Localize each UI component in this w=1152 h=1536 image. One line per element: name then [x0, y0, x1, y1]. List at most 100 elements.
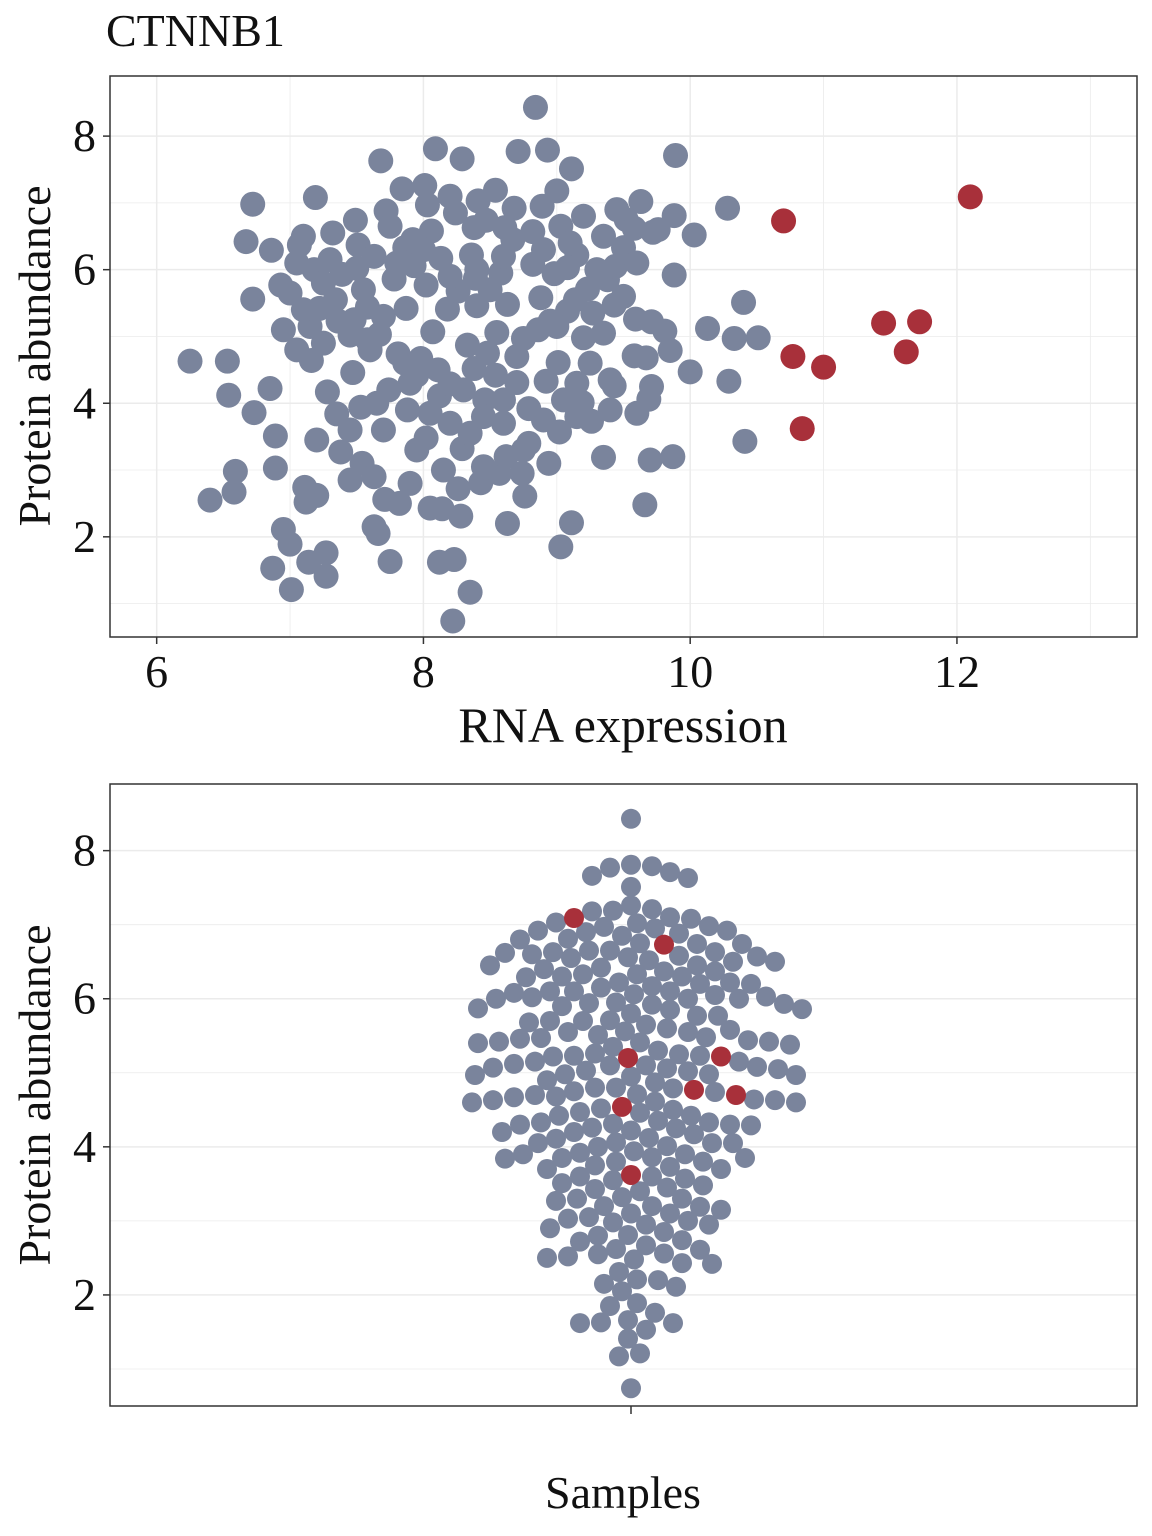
data-point [544, 313, 570, 339]
data-point [786, 1092, 806, 1113]
data-point [570, 203, 596, 229]
data-point [474, 340, 500, 366]
data-point [377, 213, 403, 239]
data-point [543, 1046, 563, 1067]
highlight-point [621, 1164, 641, 1185]
x-axis-label: RNA expression [458, 697, 787, 753]
data-point [652, 318, 678, 344]
data-point [454, 332, 480, 358]
data-point [394, 397, 420, 423]
data-point [621, 215, 647, 241]
data-point [414, 192, 440, 218]
data-point [504, 982, 524, 1003]
data-point [552, 1173, 572, 1194]
data-point [774, 993, 794, 1014]
data-point [759, 1031, 779, 1052]
data-point [510, 1114, 530, 1135]
data-point [328, 439, 354, 465]
data-point [585, 1043, 605, 1064]
data-point [681, 908, 701, 929]
data-point [731, 289, 757, 315]
data-point [690, 973, 710, 994]
data-point [570, 1142, 590, 1163]
y-tick-label: 2 [73, 511, 96, 562]
data-point [579, 993, 599, 1014]
data-point [588, 1225, 608, 1246]
data-point [545, 350, 571, 376]
data-point [177, 348, 203, 374]
data-point [699, 916, 719, 937]
data-point [585, 1179, 605, 1200]
data-point [580, 300, 606, 326]
data-point [741, 973, 761, 994]
data-point [420, 319, 446, 345]
data-point [537, 1247, 557, 1268]
data-point [600, 940, 620, 961]
data-point [562, 287, 588, 313]
data-point [678, 1061, 698, 1082]
highlight-point [811, 354, 837, 380]
data-point [611, 283, 636, 309]
bottom-x-axis-label: Samples [545, 1467, 701, 1518]
data-point [579, 940, 599, 961]
data-point [484, 319, 510, 345]
data-point [690, 1196, 710, 1217]
data-point [290, 297, 316, 323]
data-point [465, 188, 491, 214]
data-point [397, 470, 423, 496]
data-point [648, 1270, 668, 1291]
data-point [618, 1224, 638, 1245]
data-point [588, 1136, 608, 1157]
highlight-point [871, 310, 897, 336]
data-point [636, 1319, 656, 1340]
data-point [715, 195, 741, 221]
data-point [600, 1055, 620, 1076]
data-point [705, 1082, 725, 1103]
data-point [642, 1166, 662, 1187]
data-point [663, 142, 689, 168]
data-point [717, 920, 737, 941]
data-point [370, 303, 396, 329]
data-point [681, 222, 707, 248]
data-point [445, 476, 471, 502]
data-point [636, 1235, 656, 1256]
data-point [672, 966, 692, 987]
data-point [642, 1147, 662, 1168]
data-point [483, 1090, 503, 1111]
data-point [564, 1081, 584, 1102]
data-point [628, 189, 654, 215]
data-point [558, 1022, 578, 1043]
data-point [642, 994, 662, 1015]
data-point [666, 1276, 686, 1297]
data-point [558, 1208, 578, 1229]
data-point [510, 929, 530, 950]
data-point [582, 865, 602, 886]
data-point [457, 579, 483, 605]
data-point [747, 1056, 767, 1077]
data-point [570, 1102, 590, 1123]
data-point [558, 928, 578, 949]
data-point [591, 1098, 611, 1119]
data-point [495, 1148, 515, 1169]
data-point [573, 1010, 593, 1031]
data-point [437, 410, 463, 436]
data-point [434, 296, 460, 322]
data-point [672, 1188, 692, 1209]
data-point [241, 400, 267, 426]
data-point [519, 1012, 539, 1033]
data-point [738, 1030, 758, 1051]
data-point [365, 520, 391, 546]
data-point [711, 1199, 731, 1220]
data-point [584, 257, 610, 283]
data-point [624, 1249, 644, 1270]
data-point [588, 1244, 608, 1265]
data-point [657, 1136, 677, 1157]
data-point [645, 1091, 665, 1112]
data-point [606, 1151, 626, 1172]
data-point [660, 1203, 680, 1224]
data-point [621, 1203, 641, 1224]
data-point [546, 912, 566, 933]
data-point [591, 957, 611, 978]
data-point [576, 922, 596, 943]
data-point [501, 195, 527, 221]
